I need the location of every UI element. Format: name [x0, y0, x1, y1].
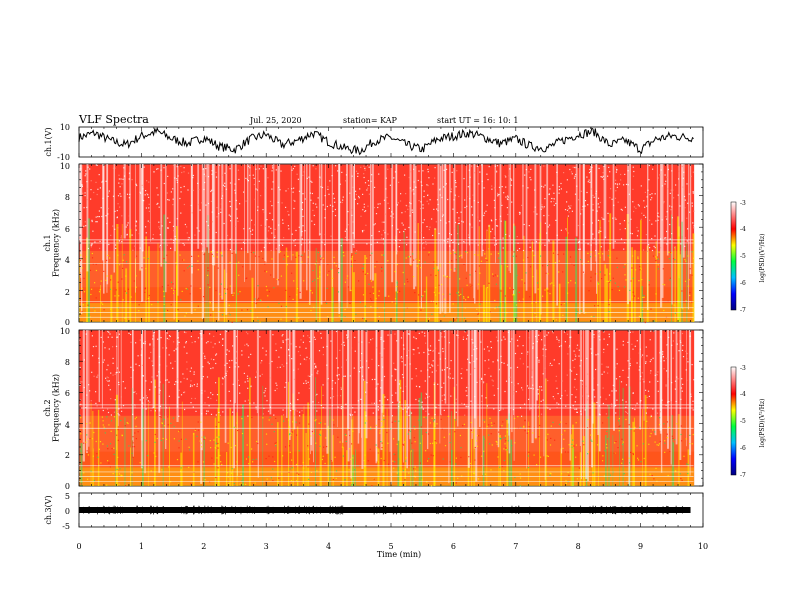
ch1-cbar-tick-m3: -3	[740, 200, 746, 207]
figure-title: VLF Spectra	[78, 113, 149, 126]
ch1-freq-tick-0: 0	[65, 318, 70, 327]
ch1-colorbar: -3 -4 -5 -6 -7 log(PSD)(V²/Hz)	[730, 200, 766, 314]
ch3-waveform-panel: 5 0 -5 ch.3(V)	[44, 492, 704, 531]
start-time-label: start UT = 16: 10: 1	[437, 116, 518, 125]
ch1-cbar-tick-m7: -7	[740, 307, 746, 314]
xtick-7: 7	[513, 542, 518, 551]
ch2-cbar-tick-m6: -6	[740, 445, 746, 452]
xtick-2: 2	[201, 542, 206, 551]
xtick-5: 5	[388, 542, 393, 551]
station-label: station= KAP	[343, 116, 398, 125]
ch2-spectrogram-panel: 0 2 4 6 8 10 ch.2Frequency (kHz)	[43, 327, 704, 491]
ch2-cbar-tick-m5: -5	[740, 418, 746, 425]
ch2-colorbar: -3 -4 -5 -6 -7 log(PSD)(V²/Hz)	[730, 365, 766, 479]
ch1-spectrogram-ylabel: ch.1Frequency (kHz)	[43, 209, 61, 277]
xtick-0: 0	[76, 542, 81, 551]
ch1-colorbar-label: log(PSD)(V²/Hz)	[759, 234, 766, 283]
ch2-colorbar-label: log(PSD)(V²/Hz)	[759, 399, 766, 448]
ch1-spectrogram-panel: 0 2 4 6 8 10 ch.1Frequency (kHz)	[43, 162, 704, 327]
ch1-cbar-tick-m5: -5	[740, 253, 746, 260]
ch3-ytick-top: 5	[65, 492, 70, 501]
xtick-6: 6	[451, 542, 456, 551]
xtick-9: 9	[638, 542, 643, 551]
ch1-ytick-top: 10	[60, 123, 70, 132]
ch2-freq-tick-10: 10	[60, 327, 70, 336]
ch2-cbar-tick-m4: -4	[740, 391, 746, 398]
xtick-8: 8	[576, 542, 581, 551]
xtick-1: 1	[139, 542, 144, 551]
ch1-waveform-trace	[78, 126, 694, 156]
ch2-spectrogram-image	[79, 330, 695, 487]
ch2-spectrogram-ylabel: ch.2Frequency (kHz)	[43, 374, 61, 442]
ch1-spectrogram-image	[79, 164, 695, 324]
ch2-cbar-tick-m3: -3	[740, 365, 746, 372]
ch2-freq-tick-8: 8	[65, 358, 70, 367]
ch2-freq-tick-6: 6	[65, 389, 70, 398]
xtick-10: 10	[698, 542, 708, 551]
x-axis-label: Time (min)	[377, 550, 421, 559]
ch1-waveform-frame	[78, 126, 704, 158]
ch1-freq-tick-6: 6	[65, 225, 70, 234]
ch1-freq-tick-10: 10	[60, 162, 70, 171]
ch1-cbar-tick-m6: -6	[740, 280, 746, 287]
ch2-freq-tick-0: 0	[65, 482, 70, 491]
ch2-cbar-tick-m7: -7	[740, 472, 746, 479]
ch3-ytick-mid: 0	[65, 507, 70, 516]
ch3-waveform-ylabel: ch.3(V)	[44, 495, 53, 524]
date-label: Jul. 25, 2020	[249, 116, 302, 125]
axis-tick-marks	[78, 127, 704, 527]
ch1-freq-tick-8: 8	[65, 193, 70, 202]
ch1-cbar-tick-m4: -4	[740, 226, 746, 233]
ch1-freq-tick-4: 4	[65, 256, 70, 265]
xtick-3: 3	[264, 542, 269, 551]
ch2-freq-tick-4: 4	[65, 421, 70, 430]
ch1-waveform-panel: 10 -10 ch.1(V)	[44, 123, 704, 162]
ch1-freq-tick-2: 2	[65, 288, 70, 297]
ch1-ytick-bottom: -10	[57, 153, 70, 162]
xtick-4: 4	[326, 542, 331, 551]
time-axis: 0 1 2 3 4 5 6 7 8 9 10 Time (min)	[76, 542, 708, 559]
ch3-ytick-bottom: -5	[62, 522, 70, 531]
ch2-freq-tick-2: 2	[65, 451, 70, 460]
ch1-waveform-ylabel: ch.1(V)	[44, 127, 53, 156]
ch1-colorbar-gradient	[730, 201, 737, 311]
ch3-waveform-noise	[83, 505, 683, 515]
ch2-colorbar-gradient	[730, 366, 737, 476]
